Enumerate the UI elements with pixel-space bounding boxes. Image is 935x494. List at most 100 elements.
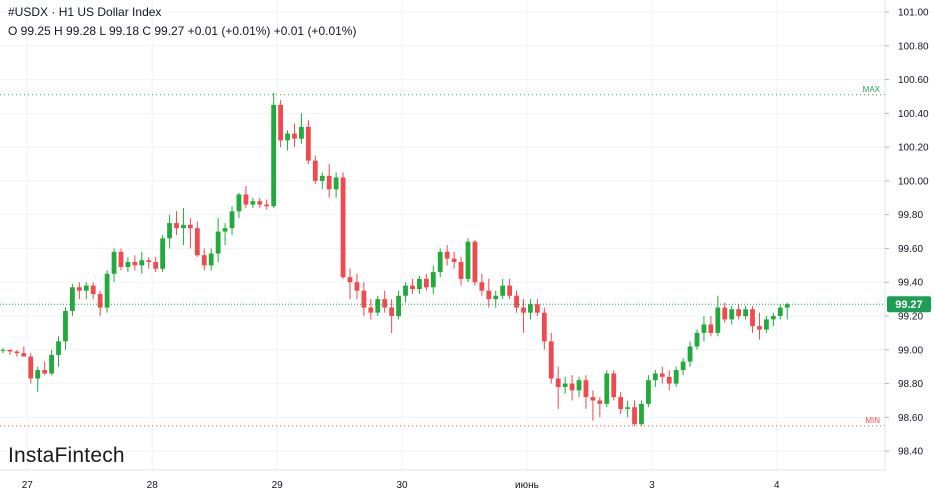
candle-body xyxy=(528,304,533,313)
price-tick-label: 101.00 xyxy=(898,8,929,19)
candle xyxy=(243,185,249,208)
candle xyxy=(514,290,519,313)
candle-body xyxy=(257,201,263,205)
candle xyxy=(583,375,589,409)
candle xyxy=(444,245,450,266)
candle-body xyxy=(292,133,297,139)
candle-body xyxy=(500,285,506,296)
candle-body xyxy=(521,307,526,313)
candle-body xyxy=(784,304,790,308)
candle-body xyxy=(229,211,235,229)
candle-body xyxy=(548,341,554,379)
time-tick-label: 3 xyxy=(649,480,655,491)
candle-body xyxy=(590,397,596,401)
time-tick-label: 27 xyxy=(22,480,34,491)
candle-body xyxy=(701,324,707,333)
price-tick-label: 100.00 xyxy=(898,176,929,187)
candle xyxy=(722,302,728,323)
candle-body xyxy=(417,278,422,289)
chart-grid xyxy=(0,0,885,470)
candle xyxy=(292,123,297,148)
candle-body xyxy=(722,307,728,320)
candle-body xyxy=(451,258,457,262)
candle xyxy=(673,366,679,387)
candle xyxy=(354,273,360,300)
price-tick-label: 99.00 xyxy=(898,345,923,356)
time-tick-label: 4 xyxy=(774,480,780,491)
candle xyxy=(215,218,221,262)
candle-body xyxy=(625,407,630,409)
candle xyxy=(632,400,637,426)
candle-body xyxy=(250,201,256,205)
candle-body xyxy=(632,407,637,425)
candle xyxy=(777,304,783,320)
candle-body xyxy=(493,295,499,300)
candle-body xyxy=(299,126,304,139)
candle xyxy=(590,390,596,421)
candle xyxy=(139,251,145,274)
candle-body xyxy=(569,383,575,391)
candle xyxy=(90,282,96,300)
candle-body xyxy=(618,397,624,409)
candle xyxy=(729,305,735,325)
candle-body xyxy=(340,177,346,278)
time-axis[interactable]: 27 28 29 30 июнь 3 4 xyxy=(0,469,885,491)
candle xyxy=(743,305,748,320)
candle xyxy=(42,361,48,376)
candle-body xyxy=(444,251,450,259)
candle-body xyxy=(194,228,200,256)
candle xyxy=(104,270,110,313)
candle-body xyxy=(555,378,561,387)
price-axis[interactable]: 101.00 100.80 100.60 100.40 100.20 100.00 99.8… xyxy=(884,0,929,470)
candle-body xyxy=(49,354,54,374)
candle-body xyxy=(479,282,485,291)
candle-body xyxy=(486,290,492,300)
candle xyxy=(97,290,103,317)
candle-body xyxy=(750,309,755,327)
candle xyxy=(181,207,186,246)
candle xyxy=(326,164,332,198)
candle-body xyxy=(611,373,617,398)
candle xyxy=(299,113,304,144)
candle xyxy=(479,273,485,296)
candlesticks xyxy=(0,93,790,426)
candle-body xyxy=(562,383,568,387)
candle xyxy=(174,211,179,235)
candle xyxy=(125,256,131,273)
candle-body xyxy=(639,403,644,425)
candle xyxy=(153,256,159,273)
candle xyxy=(694,329,700,350)
candle xyxy=(784,302,790,320)
candle-body xyxy=(187,224,193,229)
candle xyxy=(646,375,651,408)
candle-body xyxy=(777,307,783,317)
candle xyxy=(76,282,82,300)
candle-body xyxy=(0,349,6,351)
candle-body xyxy=(21,353,27,357)
candle xyxy=(541,307,547,350)
candle xyxy=(500,278,506,300)
candle xyxy=(83,282,89,300)
candle-body xyxy=(423,278,429,288)
candle xyxy=(528,299,533,320)
candle-body xyxy=(410,285,415,289)
candle xyxy=(375,295,381,317)
candle xyxy=(132,255,138,271)
candle-body xyxy=(389,307,395,317)
candle xyxy=(507,278,513,300)
candle xyxy=(715,295,721,337)
candle-body xyxy=(458,261,464,279)
candle xyxy=(472,240,478,286)
candle-body xyxy=(347,277,353,283)
candle-body xyxy=(646,380,651,404)
candle-body xyxy=(104,273,110,308)
candle xyxy=(285,130,290,151)
candle-body xyxy=(208,253,214,266)
candle xyxy=(333,172,339,198)
candle-body xyxy=(243,194,249,205)
candle xyxy=(736,304,742,320)
candle-body xyxy=(396,295,401,317)
candle xyxy=(423,273,429,291)
candle xyxy=(417,275,422,295)
